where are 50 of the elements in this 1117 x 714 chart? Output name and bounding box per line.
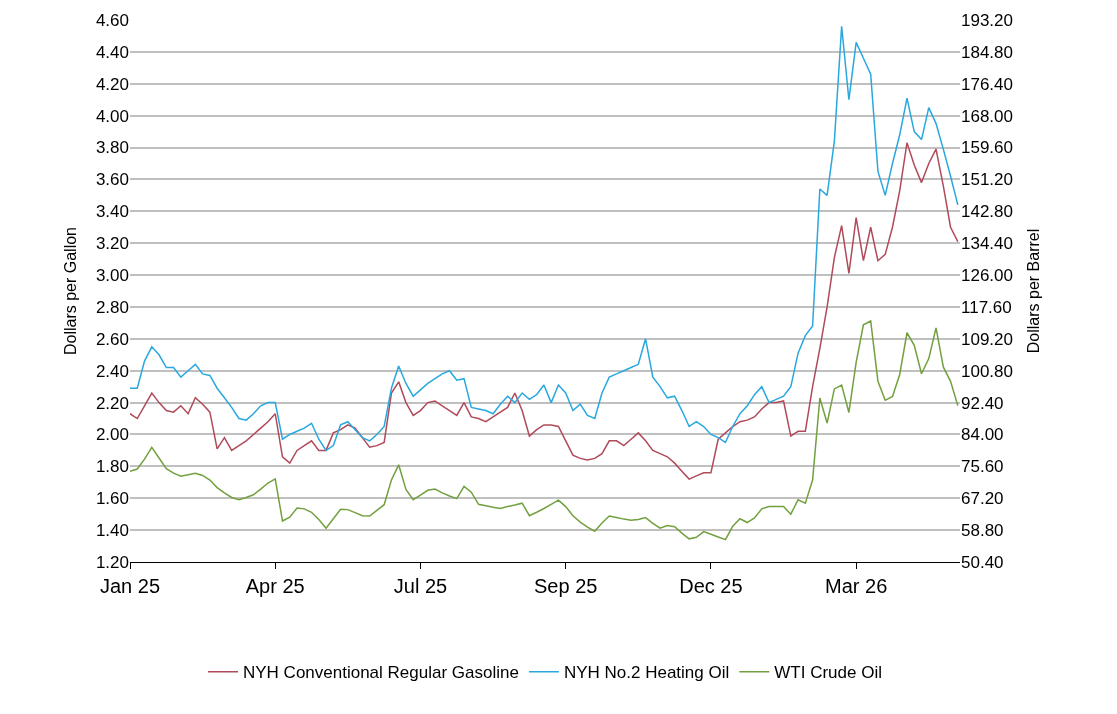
y-tick-label: 4.20: [95, 74, 129, 94]
x-tick-label: Dec 25: [679, 575, 743, 597]
y2-tick-label: 193.20: [961, 10, 1013, 30]
y-tick-label: 1.80: [95, 457, 129, 477]
x-tick-label: Mar 26: [825, 575, 888, 597]
y2-tick-label: 117.60: [961, 297, 1012, 317]
x-tick-label: Apr 25: [245, 575, 305, 597]
y-tick-label: 1.60: [95, 489, 129, 509]
x-tick-label: Jul 25: [393, 575, 448, 597]
y-tick-label: 3.00: [95, 266, 129, 286]
y2-tick-label: 92.40: [961, 393, 1004, 413]
y-tick-label: 2.80: [95, 297, 129, 317]
y2-tick-label: 159.60: [961, 138, 1013, 158]
y-tick-label: 4.60: [95, 10, 129, 30]
y-axis-title: Dollars per Gallon: [61, 226, 79, 356]
y-tick-label: 3.80: [95, 138, 129, 158]
y2-axis-title: Dollars per Barrel: [1024, 228, 1042, 354]
y2-tick-label: 50.40: [961, 552, 1004, 572]
legend-label: NYH No.2 Heating Oil: [563, 663, 730, 683]
y-tick-label: 3.40: [95, 202, 129, 222]
y2-tick-label: 168.00: [961, 106, 1013, 126]
y2-tick-label: 126.00: [961, 266, 1013, 286]
y2-tick-label: 134.40: [961, 234, 1013, 254]
legend-label: WTI Crude Oil: [774, 663, 882, 683]
y2-tick-label: 67.20: [961, 489, 1004, 509]
line-series: [130, 25, 959, 452]
y2-tick-label: 84.00: [961, 425, 1004, 445]
y2-tick-label: 100.80: [961, 361, 1013, 381]
line-series: [130, 142, 959, 480]
y-tick-label: 1.40: [95, 521, 129, 541]
legend-label: NYH Conventional Regular Gasoline: [243, 663, 519, 683]
y-tick-label: 2.20: [95, 393, 129, 413]
y-tick-label: 2.40: [95, 361, 129, 381]
y-tick-label: 4.40: [95, 42, 129, 62]
y2-tick-label: 184.80: [961, 42, 1013, 62]
y-tick-label: 2.00: [95, 425, 129, 445]
line-series: [130, 320, 959, 541]
y2-tick-label: 109.20: [961, 329, 1013, 349]
y2-tick-label: 176.40: [961, 74, 1013, 94]
y-tick-label: 3.60: [95, 170, 129, 190]
x-tick-label: Jan 25: [99, 575, 161, 597]
y-tick-label: 4.00: [95, 106, 129, 126]
y2-tick-label: 58.80: [961, 521, 1004, 541]
x-tick-label: Sep 25: [534, 575, 598, 597]
y-tick-label: 3.20: [95, 234, 129, 254]
y2-tick-label: 75.60: [961, 457, 1004, 477]
y2-tick-label: 142.80: [961, 202, 1013, 222]
y-tick-label: 1.20: [95, 552, 129, 572]
y2-tick-label: 151.20: [961, 170, 1013, 190]
y-tick-label: 2.60: [95, 329, 129, 349]
